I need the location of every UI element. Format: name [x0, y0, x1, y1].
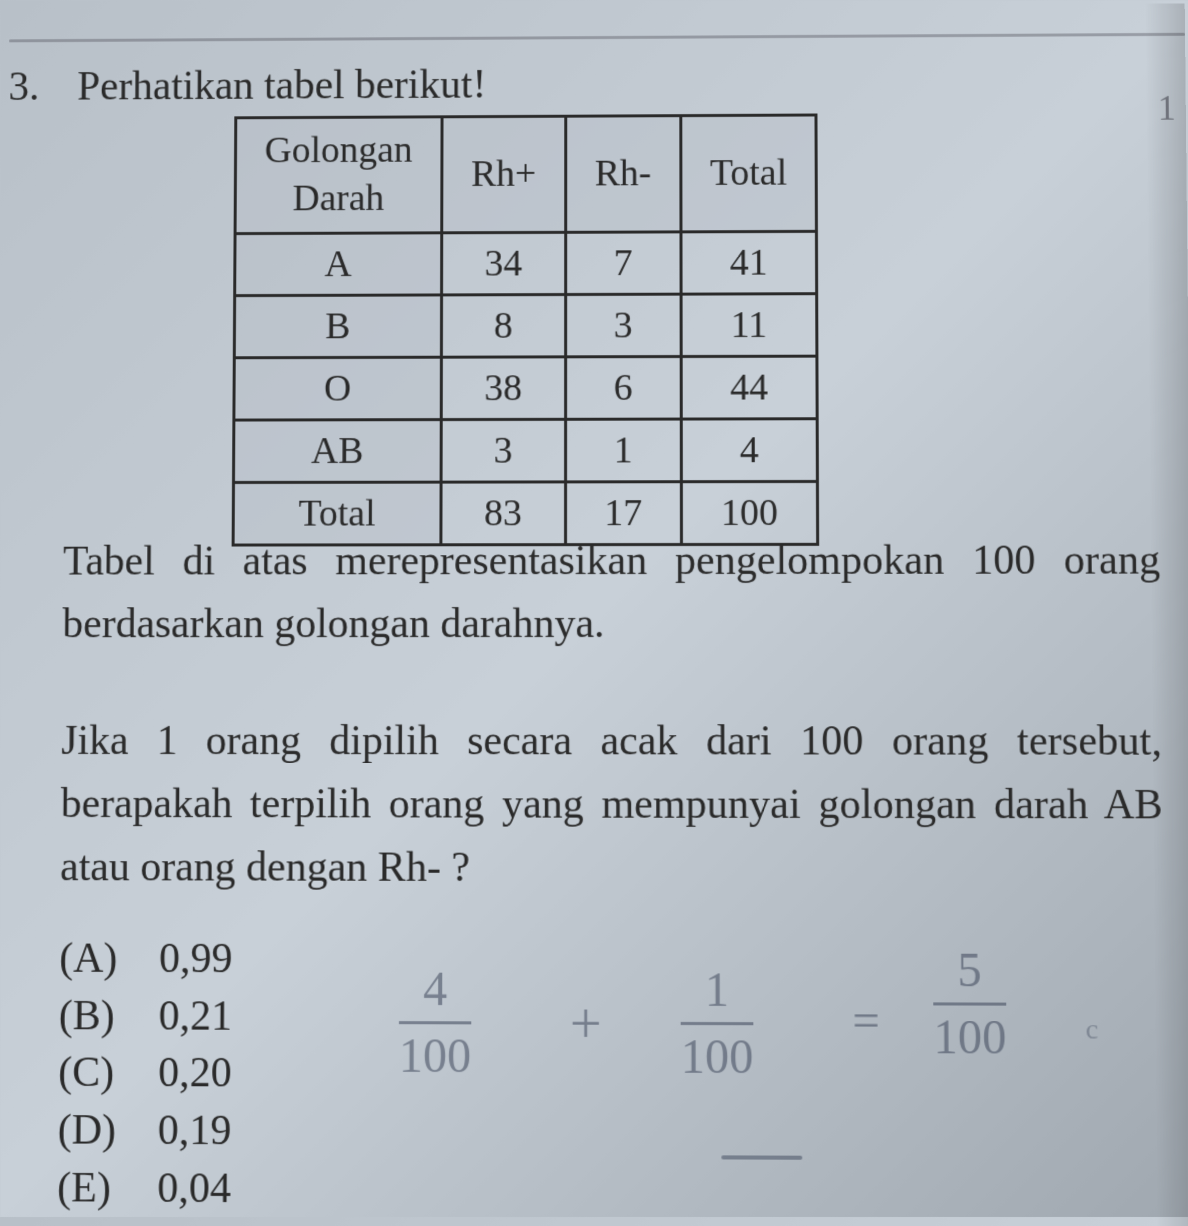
cell: 3 — [441, 419, 565, 482]
header-line2: Darah — [292, 178, 384, 220]
handwriting-fraction-2: 1 100 — [681, 962, 754, 1085]
row-label-o: O — [234, 357, 441, 420]
handwriting-fraction-1: 4 100 — [399, 961, 472, 1084]
table-row: A 34 7 41 — [235, 231, 817, 295]
option-value: 0,20 — [158, 1045, 232, 1103]
cell: 6 — [565, 356, 681, 419]
row-label-b: B — [234, 295, 441, 358]
cell: 44 — [681, 356, 818, 419]
option-value: 0,21 — [158, 988, 232, 1045]
frac-line — [933, 1002, 1006, 1005]
handwriting-fraction-3: 5 100 — [933, 943, 1007, 1066]
option-c: (C) 0,20 — [58, 1045, 232, 1103]
frac-denominator: 100 — [681, 1029, 754, 1085]
handwriting-plus: + — [570, 992, 602, 1057]
option-d: (D) 0,19 — [57, 1102, 231, 1160]
row-label-ab: AB — [233, 419, 441, 482]
header-line1: Golongan — [265, 129, 413, 171]
blood-type-table: Golongan Darah Rh+ Rh- Total A 34 7 41 B… — [232, 114, 820, 547]
option-label: (D) — [57, 1102, 128, 1160]
table-row: AB 3 1 4 — [233, 419, 817, 483]
header-rh-plus: Rh+ — [442, 116, 566, 232]
cell: 38 — [441, 357, 565, 420]
question-intro: Perhatikan tabel berikut! — [77, 61, 486, 110]
option-a: (A) 0,99 — [59, 930, 233, 988]
page-container: 3. Perhatikan tabel berikut! 1 Golongan … — [0, 3, 1188, 1226]
side-marker: 1 — [1158, 87, 1176, 129]
cell: 7 — [565, 232, 680, 295]
cell: 34 — [441, 232, 565, 295]
cell: 4 — [681, 419, 818, 482]
option-value: 0,99 — [159, 931, 233, 988]
option-value: 0,04 — [157, 1160, 231, 1218]
frac-numerator: 5 — [933, 943, 1006, 999]
option-label: (C) — [58, 1045, 128, 1103]
row-label-a: A — [235, 233, 442, 296]
option-label: (E) — [57, 1159, 128, 1217]
handwriting-side-mark: c — [1085, 1014, 1098, 1047]
cell: 11 — [681, 293, 817, 356]
frac-line — [399, 1021, 471, 1024]
cell: 41 — [681, 231, 817, 294]
handwriting-equals: = — [852, 993, 880, 1049]
cell: 1 — [565, 419, 681, 482]
header-golongan: Golongan Darah — [235, 117, 442, 234]
cell: 8 — [441, 294, 565, 357]
table-row: O 38 6 44 — [234, 356, 817, 420]
header-rh-minus: Rh- — [565, 116, 680, 232]
question-body: Jika 1 orang dipilih secara acak dari 10… — [60, 710, 1164, 901]
option-value: 0,19 — [158, 1102, 232, 1160]
table-description: Tabel di atas merepresentasikan pengelom… — [62, 529, 1161, 656]
option-label: (B) — [59, 988, 129, 1045]
frac-numerator: 4 — [399, 961, 471, 1017]
cell: 3 — [565, 294, 681, 357]
answer-options: (A) 0,99 (B) 0,21 (C) 0,20 (D) 0,19 (E) … — [57, 930, 233, 1217]
frac-numerator: 1 — [681, 962, 754, 1018]
handwriting-dash — [721, 1155, 802, 1159]
option-label: (A) — [59, 930, 129, 987]
frac-denominator: 100 — [933, 1010, 1006, 1066]
option-b: (B) 0,21 — [59, 988, 233, 1046]
page-top-rule — [9, 33, 1185, 43]
header-total: Total — [680, 115, 816, 232]
table-header-row: Golongan Darah Rh+ Rh- Total — [235, 115, 817, 233]
frac-denominator: 100 — [399, 1028, 472, 1084]
question-number: 3. — [8, 64, 39, 111]
table-row: B 8 3 11 — [234, 293, 817, 357]
option-e: (E) 0,04 — [57, 1159, 231, 1217]
frac-line — [681, 1022, 754, 1025]
